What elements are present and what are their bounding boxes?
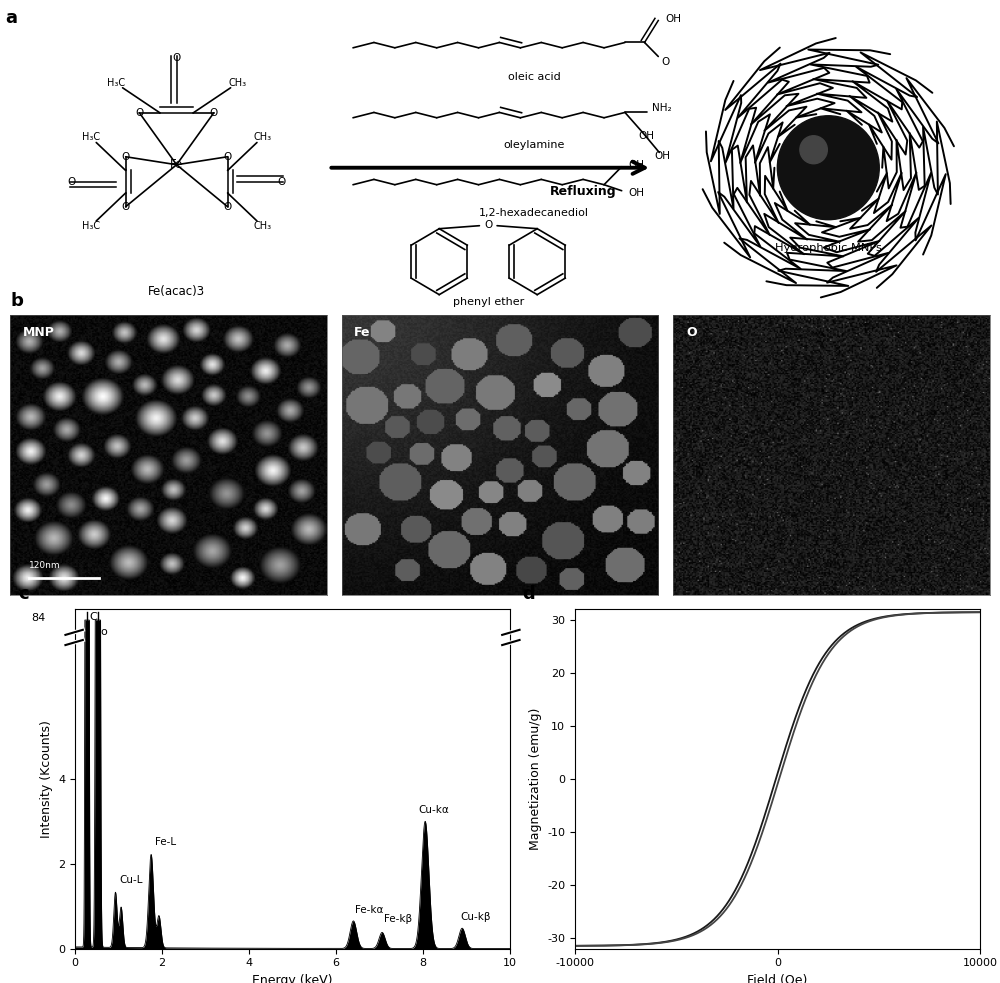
Text: O: O (223, 151, 232, 162)
Text: 120nm: 120nm (29, 560, 61, 569)
Text: O: O (223, 202, 232, 211)
Text: O: O (210, 108, 218, 118)
Text: 1,2-hexadecanediol: 1,2-hexadecanediol (479, 207, 589, 217)
Text: Fe: Fe (170, 158, 183, 171)
Text: H₃C: H₃C (107, 79, 125, 88)
Text: O: O (172, 53, 181, 63)
Text: Refluxing: Refluxing (550, 185, 617, 199)
X-axis label: Energy (keV): Energy (keV) (252, 974, 333, 983)
Text: a: a (5, 9, 17, 27)
Text: CH₃: CH₃ (253, 133, 271, 143)
Text: O: O (661, 57, 669, 68)
Text: O: O (135, 108, 143, 118)
Text: O: O (122, 151, 130, 162)
Text: Cu-kβ: Cu-kβ (460, 912, 490, 922)
Text: CH₃: CH₃ (253, 221, 271, 231)
Text: O: O (484, 219, 492, 230)
Text: H₃C: H₃C (82, 221, 100, 231)
Text: c: c (18, 585, 29, 603)
Text: Fe: Fe (354, 325, 371, 339)
Y-axis label: Intensity (Kcounts): Intensity (Kcounts) (40, 721, 53, 838)
Text: OH: OH (665, 14, 681, 24)
Text: MNP: MNP (23, 325, 55, 339)
Y-axis label: Magnetization (emu/g): Magnetization (emu/g) (529, 708, 542, 850)
Text: Fe(acac)3: Fe(acac)3 (148, 285, 205, 298)
Text: o: o (100, 627, 107, 637)
X-axis label: Field (Oe): Field (Oe) (747, 974, 808, 983)
Text: d: d (522, 585, 535, 603)
Text: Fe-L: Fe-L (155, 837, 176, 846)
Text: b: b (10, 292, 23, 310)
Text: Fe-kα: Fe-kα (355, 904, 384, 914)
Text: O: O (277, 177, 286, 187)
Text: oleylamine: oleylamine (504, 140, 565, 149)
Text: O: O (686, 325, 697, 339)
Circle shape (777, 116, 879, 220)
Text: O: O (122, 202, 130, 211)
Text: Cu-kα: Cu-kα (419, 805, 449, 815)
Text: O: O (68, 177, 76, 187)
Text: phenyl ether: phenyl ether (453, 297, 524, 307)
Text: C: C (90, 612, 98, 622)
Text: 84: 84 (31, 612, 45, 623)
Text: OH: OH (628, 159, 644, 170)
Text: oleic acid: oleic acid (508, 72, 561, 82)
Text: OH: OH (639, 132, 655, 142)
Text: OH: OH (654, 151, 670, 161)
Text: Cu-L: Cu-L (119, 875, 142, 885)
Text: Fe-kβ: Fe-kβ (384, 914, 412, 924)
Text: H₃C: H₃C (82, 133, 100, 143)
Circle shape (800, 136, 827, 164)
Text: OH: OH (628, 188, 644, 198)
Text: NH₂: NH₂ (652, 103, 672, 113)
Text: CH₃: CH₃ (228, 79, 246, 88)
Text: Hydrophobic MNPs: Hydrophobic MNPs (775, 243, 882, 253)
